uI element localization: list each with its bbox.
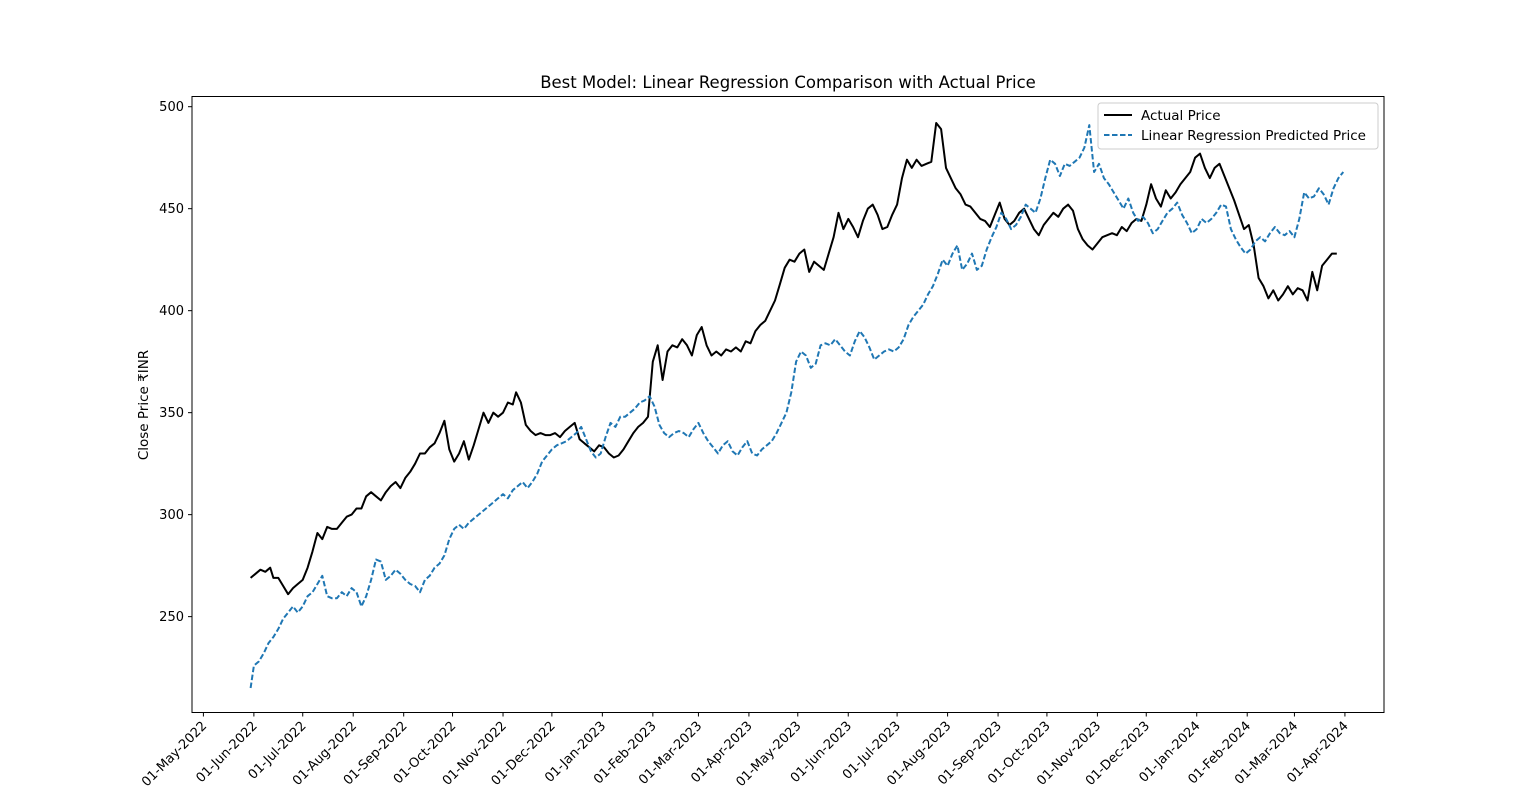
y-tick-label: 500 bbox=[159, 100, 184, 115]
y-axis: 250 300 350 400 450 500 bbox=[159, 100, 192, 625]
legend-label: Linear Regression Predicted Price bbox=[1141, 128, 1366, 144]
y-tick-label: 450 bbox=[159, 202, 184, 217]
legend-label: Actual Price bbox=[1141, 108, 1221, 124]
series-line-predicted-price bbox=[249, 124, 1345, 689]
series-layer bbox=[249, 122, 1345, 689]
legend-box bbox=[1097, 102, 1379, 150]
y-axis-title: Close Price ₹INR bbox=[136, 350, 152, 460]
legend: Actual Price Linear Regression Predicted … bbox=[1097, 102, 1379, 150]
y-tick-label: 400 bbox=[159, 304, 184, 319]
y-tick-label: 300 bbox=[159, 508, 184, 523]
y-tick-label: 250 bbox=[159, 610, 184, 625]
chart-title: Best Model: Linear Regression Comparison… bbox=[540, 73, 1036, 92]
plot-frame bbox=[191, 96, 1385, 713]
series-line-actual-price bbox=[249, 122, 1337, 596]
y-tick-label: 350 bbox=[159, 406, 184, 421]
